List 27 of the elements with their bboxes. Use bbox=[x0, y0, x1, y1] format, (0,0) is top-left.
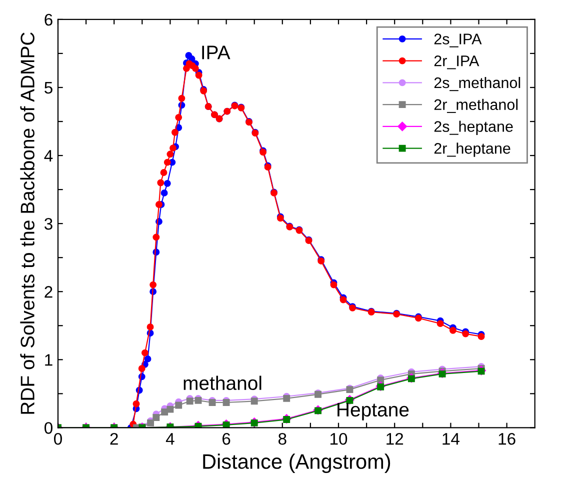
y-tick-label: 3 bbox=[44, 218, 52, 230]
y-tick-label: 5 bbox=[44, 82, 52, 94]
annotation: IPA bbox=[202, 46, 230, 60]
annotation: methanol bbox=[184, 376, 262, 390]
x-tick-label: 2 bbox=[110, 432, 118, 445]
y-tick-label: 6 bbox=[44, 14, 52, 26]
legend-label: 2s_IPA bbox=[434, 34, 482, 48]
x-tick-label: 14 bbox=[442, 433, 460, 445]
x-tick-label: 0 bbox=[54, 432, 62, 445]
y-tick-label: 1 bbox=[45, 354, 52, 366]
x-tick-label: 4 bbox=[166, 433, 174, 445]
y-tick-label: 4 bbox=[44, 150, 53, 162]
y-axis-title: RDF of Solvents to the Backbone of ADMPC bbox=[20, 32, 34, 414]
x-tick-label: 8 bbox=[278, 432, 286, 445]
x-axis-title: Distance (Angstrom) bbox=[203, 454, 390, 474]
legend-label: 2s_methanol bbox=[434, 76, 520, 92]
x-tick-label: 6 bbox=[222, 432, 230, 445]
y-tick-label: 0 bbox=[44, 422, 52, 434]
legend-label: 2r_IPA bbox=[434, 55, 480, 70]
annotation: Heptane bbox=[338, 403, 409, 420]
y-tick-label: 2 bbox=[44, 286, 52, 298]
legend-label: 2s_heptane bbox=[434, 120, 513, 135]
x-tick-label: 12 bbox=[386, 432, 404, 445]
x-tick-label: 16 bbox=[498, 432, 516, 445]
legend-label: 2r_methanol bbox=[434, 98, 518, 113]
x-tick-label: 10 bbox=[330, 432, 348, 445]
legend-label: 2r_heptane bbox=[434, 142, 510, 157]
